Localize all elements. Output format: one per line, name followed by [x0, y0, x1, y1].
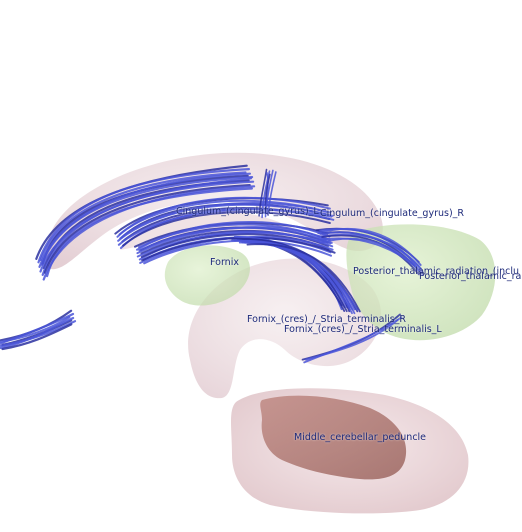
fiber-upper-sprigs — [258, 168, 268, 217]
fiber-left-stub — [0, 320, 77, 347]
fornix-green-shape — [164, 245, 250, 306]
thalamus-shape — [346, 224, 496, 341]
label-stria-left: Fornix_(cres)_/_Stria_terminalis_L — [284, 324, 442, 335]
label-posterior-thalamic-2: Posterior_thalamic_ra — [419, 271, 522, 282]
fiber-stria-tail — [304, 319, 399, 361]
fiber-cingulum-left — [42, 185, 256, 281]
fiber-left-stub — [0, 316, 71, 343]
fiber-fornix-arch — [246, 243, 361, 313]
fiber-cingulum-right — [122, 211, 331, 247]
label-posterior-thalamic-1: Posterior_thalamic_radiation_(inclu — [353, 266, 520, 277]
fiber-upper-sprigs — [267, 171, 277, 214]
label-stria-right: Fornix_(cres)_/_Stria_terminalis_R — [247, 314, 407, 325]
fiber-fornix — [138, 226, 333, 252]
cortex-shell-upper — [46, 152, 383, 270]
fiber-posterior-thalamic — [317, 228, 422, 266]
fiber-upper-sprigs — [261, 170, 271, 219]
fiber-bundles — [0, 164, 424, 364]
fiber-cingulum-left — [41, 180, 255, 276]
fiber-posterior-thalamic — [319, 237, 424, 276]
fiber-upper-sprigs — [264, 169, 274, 218]
fiber-cingulum-left — [37, 168, 250, 264]
fiber-cingulum-right — [119, 203, 334, 240]
fiber-cingulum-left — [39, 171, 247, 262]
fiber-left-stub — [1, 323, 73, 351]
fiber-upper-sprigs — [265, 173, 271, 216]
label-fornix: Fornix — [210, 257, 239, 268]
fiber-cingulum-left — [43, 184, 251, 274]
fiber-fornix-arch — [246, 239, 356, 315]
label-middle-cerebellar-peduncle: Middle_cerebellar_peduncle — [294, 432, 427, 443]
fiber-posterior-thalamic — [319, 231, 424, 273]
fiber-cingulum-left — [40, 176, 254, 266]
label-cingulum-right: Cingulum_(cingulate_gyrus)_R — [320, 208, 465, 219]
peduncle-core — [260, 395, 407, 480]
label-cingulum-left: Cingulum_(cingulate_gyrus)_L — [176, 206, 319, 217]
